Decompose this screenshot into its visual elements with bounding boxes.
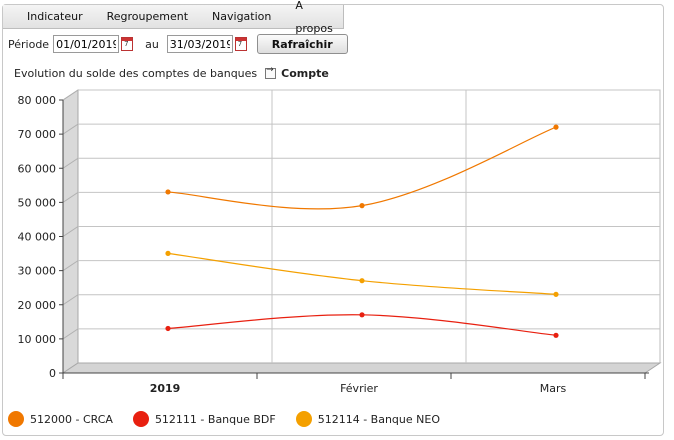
legend-label: 512114 - Banque NEO <box>317 412 440 426</box>
period-toolbar: Période au Rafraîchir <box>8 33 348 55</box>
menu-regroupement[interactable]: Regroupement <box>106 10 189 23</box>
data-point <box>165 250 171 256</box>
period-label: Période <box>8 37 50 51</box>
y-tick-label: 50 000 <box>18 196 57 209</box>
chart-title: Evolution du solde des comptes de banque… <box>14 67 258 80</box>
calendar-icon[interactable] <box>121 37 134 51</box>
compte-link[interactable]: Compte <box>281 67 329 80</box>
y-tick-label: 60 000 <box>18 162 57 175</box>
gridline-side <box>62 294 79 306</box>
data-point <box>553 332 559 338</box>
chart-header: Evolution du solde des comptes de banque… <box>14 65 329 80</box>
x-tick-label: Mars <box>540 382 567 395</box>
start-date-field[interactable] <box>53 35 120 53</box>
legend-item[interactable]: 512111 - Banque BDF <box>132 411 276 427</box>
legend-swatch <box>8 411 24 427</box>
y-tick-label: 70 000 <box>18 128 57 141</box>
y-tick-label: 40 000 <box>18 231 57 244</box>
gridline-side <box>62 123 79 135</box>
y-tick-label: 10 000 <box>18 333 57 346</box>
data-point <box>359 203 365 209</box>
data-point <box>165 189 171 195</box>
gridline-side <box>62 157 79 169</box>
refresh-button[interactable]: Rafraîchir <box>256 34 348 54</box>
menu-a-propos[interactable]: A propos <box>295 0 333 35</box>
legend-swatch <box>132 411 149 427</box>
chart-grid <box>61 89 662 374</box>
chart-legend: 512000 - CRCA 512111 - Banque BDF 512114… <box>8 411 460 427</box>
navigate-arrow-icon[interactable] <box>265 65 277 79</box>
y-tick-label: 20 000 <box>18 299 57 312</box>
legend-item[interactable]: 512000 - CRCA <box>8 411 113 427</box>
x-tick-label: Février <box>340 382 378 395</box>
data-point <box>359 312 365 318</box>
plot-floor <box>61 362 662 374</box>
gridline-side <box>62 226 79 237</box>
data-point <box>165 325 171 332</box>
gridline-side <box>62 89 79 101</box>
gridline-side <box>62 328 79 340</box>
y-tick-label: 80 000 <box>18 94 57 107</box>
menu-bar: Indicateur Regroupement Navigation A pro… <box>3 0 344 35</box>
end-date-field[interactable] <box>166 35 233 53</box>
to-label: au <box>145 37 159 51</box>
legend-label: 512111 - Banque BDF <box>154 412 276 426</box>
legend-swatch <box>295 411 312 427</box>
data-point <box>359 278 365 284</box>
chart-axes: 0 10 000 20 000 30 000 40 000 50 000 60 000 70 … <box>18 94 649 395</box>
menu-indicateur[interactable]: Indicateur <box>27 10 83 23</box>
menu-navigation[interactable]: Navigation <box>212 10 272 23</box>
legend-label: 512000 - CRCA <box>30 412 113 426</box>
y-tick-label: 0 <box>49 367 56 380</box>
gridline-side <box>62 260 79 272</box>
data-point <box>553 291 559 297</box>
legend-item[interactable]: 512114 - Banque NEO <box>295 411 440 427</box>
data-point <box>553 124 559 130</box>
chart-series <box>165 124 559 338</box>
gridline-side <box>62 191 79 203</box>
calendar-icon[interactable] <box>234 37 247 51</box>
y-tick-label: 30 000 <box>18 265 57 278</box>
x-tick-label: 2019 <box>150 382 181 395</box>
